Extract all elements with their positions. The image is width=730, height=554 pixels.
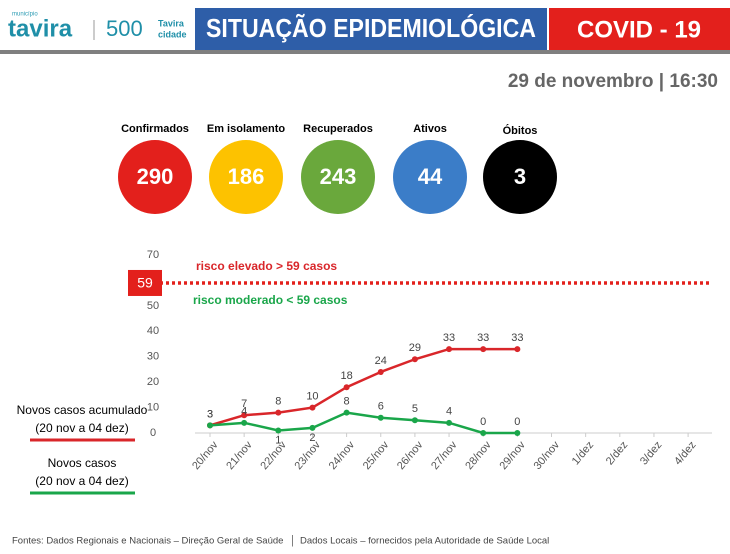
point: [241, 419, 248, 426]
point: [241, 412, 248, 419]
data-label: 2: [309, 432, 315, 444]
stat-value: 3: [514, 164, 526, 189]
data-label: 18: [340, 370, 352, 382]
y-tick-label: 40: [147, 325, 159, 337]
badge: COVID - 19: [577, 16, 701, 43]
point: [309, 404, 316, 411]
logo-name: tavira: [8, 15, 73, 42]
logo-number: 500: [106, 16, 143, 41]
legend-label: Novos casos acumulado: [17, 403, 148, 417]
series-line: [209, 411, 518, 435]
stat-circle: [483, 140, 557, 214]
legend-note: (20 nov a 04 dez): [35, 421, 128, 435]
page-title: SITUAÇÃO EPIDEMIOLÓGICA: [206, 13, 536, 43]
point: [275, 427, 282, 434]
point: [411, 356, 418, 363]
y-tick-label: 20: [147, 376, 159, 388]
data-label: 24: [375, 355, 387, 367]
header-rule: [0, 50, 730, 54]
data-label: 1: [275, 434, 281, 446]
data-label: 29: [409, 342, 421, 354]
stat-circle: [209, 140, 283, 214]
series-line: [209, 347, 518, 427]
point: [480, 346, 487, 353]
point: [446, 346, 453, 353]
legend-label: Novos casos: [48, 456, 117, 470]
stat-label: Confirmados: [121, 123, 189, 135]
logo-city: Tavira: [158, 18, 185, 28]
point: [343, 409, 350, 416]
point: [207, 422, 213, 429]
stat-value: 186: [228, 164, 265, 189]
stat-label: Óbitos: [503, 124, 538, 137]
stat-circle: [301, 140, 375, 214]
data-label: 33: [477, 332, 489, 344]
point: [514, 430, 521, 436]
footer-source: Fontes: Dados Regionais e Nacionais – Di…: [12, 536, 283, 547]
y-tick-label: 70: [147, 249, 159, 261]
data-label: 5: [412, 403, 418, 415]
data-label: 33: [511, 332, 523, 344]
threshold-box: [128, 269, 162, 296]
annotation: risco elevado > 59 casos: [196, 259, 337, 273]
annotation: risco moderado < 59 casos: [193, 293, 348, 307]
threshold-label: 59: [137, 275, 153, 291]
point: [377, 414, 384, 421]
stat-circle: [393, 140, 467, 214]
data-label: 4: [241, 406, 247, 418]
point: [275, 409, 282, 416]
stat-label: Em isolamento: [207, 123, 286, 135]
legend-note: (20 nov a 04 dez): [35, 474, 128, 488]
stat-label: Ativos: [413, 123, 447, 135]
footer-source: Dados Locais – fornecidos pela Autoridad…: [300, 536, 549, 547]
badge-band: [549, 8, 730, 50]
y-tick-label: 0: [150, 427, 156, 439]
data-label: 7: [241, 398, 247, 410]
data-label: 10: [306, 390, 318, 402]
logo-small: município: [12, 12, 38, 18]
data-label: 4: [446, 406, 452, 418]
data-label: 0: [514, 416, 520, 428]
point: [343, 384, 350, 391]
data-label: 8: [344, 396, 350, 408]
y-tick-label: 10: [147, 401, 159, 413]
data-label: 8: [275, 396, 281, 408]
point: [411, 417, 418, 424]
data-label: 0: [480, 416, 486, 428]
footer-divider: │: [290, 535, 296, 547]
logo-city: cidade: [158, 29, 187, 39]
y-tick-label: 30: [147, 351, 159, 363]
stat-value: 243: [320, 164, 357, 189]
stat-value: 290: [137, 164, 174, 189]
point: [309, 424, 316, 431]
data-label: 3: [207, 408, 213, 420]
title-band: [195, 8, 547, 50]
point: [377, 368, 384, 375]
date: 29 de novembro | 16:30: [508, 71, 718, 92]
y-tick-label: 50: [147, 300, 159, 312]
point: [514, 346, 521, 353]
point: [480, 430, 487, 436]
data-label: 6: [378, 401, 384, 413]
point: [446, 419, 453, 426]
data-label: 33: [443, 332, 455, 344]
stat-value: 44: [418, 164, 443, 189]
data-label: 3: [207, 408, 213, 420]
stat-circle: [118, 140, 192, 214]
stat-label: Recuperados: [303, 123, 373, 135]
